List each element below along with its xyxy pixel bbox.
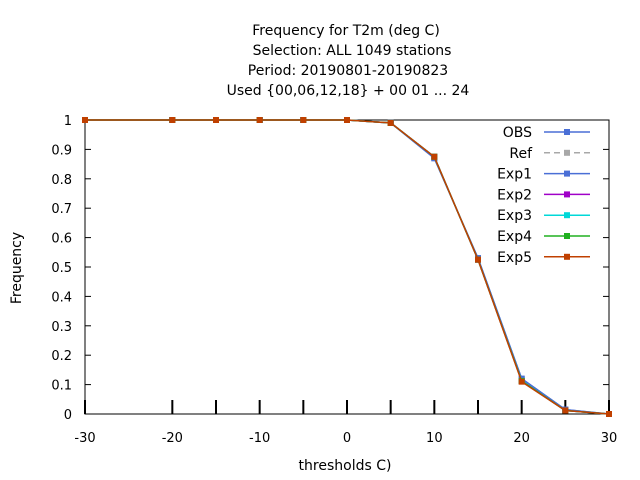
x-tick-label: -10 [249,431,270,446]
series-line-obs [85,119,610,415]
legend-label-exp4: Exp4 [497,229,532,245]
x-axis-label: thresholds C) [299,458,392,474]
data-point-exp5 [344,117,350,123]
series-layer [82,117,612,417]
title-line-2: Selection: ALL 1049 stations [253,43,452,59]
legend-marker-exp1 [564,170,570,177]
legend-label-obs: OBS [503,125,532,141]
series-obs [82,117,612,417]
legend-label-exp2: Exp2 [497,187,532,203]
legend-marker-exp2 [564,191,570,198]
series-line-exp5 [85,119,610,415]
y-tick-label: 0.9 [51,143,72,158]
y-tick-label: 0.4 [51,290,72,305]
y-axis: 0 0.1 0.2 0.3 0.4 0.5 0.6 0.7 0.8 0.9 1 [51,114,609,423]
y-tick-label: 0.6 [51,232,72,247]
data-point-exp5 [300,117,307,123]
x-tick-label: 0 [343,431,351,446]
plot-area-frame [84,119,610,415]
data-point-exp5 [562,407,569,414]
x-tick-label: 30 [601,431,618,446]
data-point-exp5 [475,256,481,263]
x-tick-label: -20 [162,431,183,446]
series-line-ref [85,119,610,415]
data-point-exp5 [606,411,612,417]
series-exp1 [82,117,612,417]
series-exp5 [82,117,612,417]
series-ref [82,117,612,417]
data-point-exp5 [169,117,176,123]
legend-label-exp1: Exp1 [497,167,532,183]
data-point-exp5 [82,117,88,123]
x-tick-label: 20 [513,431,530,446]
y-tick-label: 0.1 [51,379,72,394]
y-tick-label: 0 [64,408,72,423]
y-tick-label: 1 [64,114,72,129]
legend-label-ref: Ref [509,146,533,162]
y-tick-label: 0.3 [51,320,72,335]
x-tick-label: -30 [74,431,95,446]
legend-marker-exp5 [564,253,570,260]
y-axis-label: Frequency [9,232,25,304]
series-exp3 [82,117,612,417]
legend-marker-exp3 [564,212,570,219]
series-line-exp2 [85,119,610,415]
title-line-4: Used {00,06,12,18} + 00 01 ... 24 [227,83,470,99]
y-tick-label: 0.7 [51,202,72,217]
series-line-exp3 [85,119,610,415]
series-line-exp1 [85,119,610,415]
data-point-exp5 [213,117,219,123]
legend: OBS Ref Exp1 Exp2 Exp3 Exp4 Exp5 [497,125,590,266]
title-line-3: Period: 20190801-20190823 [248,63,448,79]
series-line-exp4 [85,119,610,415]
chart-title: Frequency for T2m (deg C) Selection: ALL… [227,23,470,99]
legend-label-exp5: Exp5 [497,250,532,266]
x-axis: -30 -20 -10 0 10 20 30 [74,400,617,446]
legend-marker-ref [564,149,570,156]
legend-label-exp3: Exp3 [497,208,532,224]
data-point-exp5 [518,378,525,385]
series-exp4 [82,117,612,417]
title-line-1: Frequency for T2m (deg C) [252,23,440,39]
legend-marker-obs [564,129,570,135]
y-tick-label: 0.2 [51,349,72,364]
data-point-exp5 [256,117,263,123]
data-point-exp5 [431,153,438,160]
y-tick-label: 0.8 [51,173,72,188]
x-tick-label: 10 [426,431,443,446]
y-tick-label: 0.5 [51,261,72,276]
legend-marker-exp4 [564,233,570,239]
series-exp2 [82,117,612,417]
data-point-exp5 [387,119,394,126]
